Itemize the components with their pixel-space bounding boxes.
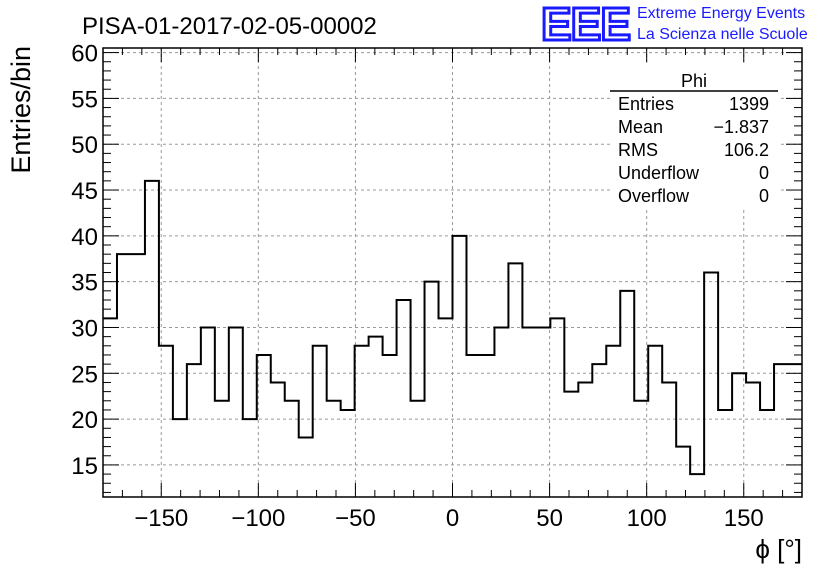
x-tick-label: 100 — [627, 505, 667, 532]
y-tick-label: 60 — [71, 41, 98, 68]
y-tick-label: 40 — [71, 224, 98, 251]
y-tick-label: 25 — [71, 361, 98, 388]
histogram-line — [103, 179, 802, 476]
y-tick-label: 50 — [71, 132, 98, 159]
x-tick-label: 0 — [446, 505, 459, 532]
x-tick-label: 50 — [536, 505, 563, 532]
stats-value: 1399 — [729, 94, 769, 114]
y-tick-labels: 15 20 25 30 35 40 45 50 55 60 — [71, 41, 98, 480]
x-axis-label: ϕ [°] — [755, 534, 802, 564]
stats-box: Phi Entries 1399 Mean −1.837 RMS 106.2 U… — [610, 65, 780, 210]
stats-label: Mean — [618, 117, 663, 137]
y-tick-label: 45 — [71, 178, 98, 205]
chart-title: PISA-01-2017-02-05-00002 — [82, 13, 377, 40]
x-tick-labels: −150 −100 −50 0 50 100 150 — [134, 505, 764, 532]
stats-label: RMS — [618, 140, 658, 160]
x-tick-label: 150 — [724, 505, 764, 532]
y-axis-label: Entries/bin — [6, 46, 36, 174]
x-tick-label: −150 — [134, 505, 188, 532]
logo-line-1: Extreme Energy Events — [637, 5, 805, 22]
stats-value: −1.837 — [713, 117, 769, 137]
y-tick-label: 15 — [71, 453, 98, 480]
stats-value: 0 — [759, 163, 769, 183]
stats-label: Overflow — [618, 186, 690, 206]
x-tick-label: −100 — [231, 505, 285, 532]
stats-value: 0 — [759, 186, 769, 206]
y-tick-label: 20 — [71, 407, 98, 434]
axis-ticks — [102, 48, 803, 497]
stats-value: 106.2 — [724, 140, 769, 160]
stats-label: Entries — [618, 94, 674, 114]
stats-title: Phi — [681, 71, 707, 91]
y-tick-label: 35 — [71, 270, 98, 297]
y-tick-label: 30 — [71, 315, 98, 342]
y-tick-label: 55 — [71, 86, 98, 113]
stats-label: Underflow — [618, 163, 700, 183]
x-tick-label: −50 — [335, 505, 376, 532]
eee-logo-mark: EEE — [541, 0, 630, 50]
logo-line-2: La Scienza nelle Scuole — [637, 26, 808, 43]
